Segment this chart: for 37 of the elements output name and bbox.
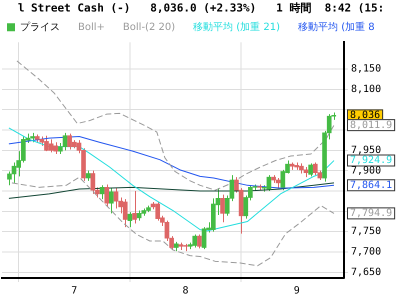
text: 7,924.9 <box>350 155 392 166</box>
chart-title: l Street Cash (-) 8,036.0 (+2.33%) 1 時間 8:42 (15: <box>18 1 384 14</box>
text: 8,011.9 <box>350 120 392 131</box>
candlestick <box>86 170 91 182</box>
candlestick <box>220 194 225 223</box>
candlestick <box>132 190 137 224</box>
y-tick-label: 8,100 <box>351 84 382 95</box>
y-tick-label: 7,700 <box>351 246 382 258</box>
y-tick-label: 7,750 <box>351 226 382 238</box>
x-tick-label: 9 <box>294 286 300 297</box>
candlestick <box>312 162 318 176</box>
y-tick-label: 7,950 <box>351 144 382 156</box>
candlestick <box>53 142 58 154</box>
candlestick <box>197 234 202 249</box>
text: Boll-(2 20) <box>122 22 176 33</box>
candlestick <box>109 188 114 214</box>
candlestick <box>276 177 280 189</box>
y-tick-label: 8,150 <box>351 64 382 75</box>
text: Boll+ <box>78 22 105 33</box>
candlestick <box>104 184 110 208</box>
candlestick <box>192 234 198 248</box>
text: 移動平均 (加重 8 <box>298 20 375 33</box>
text: 移動平均 (加重 21) <box>193 20 280 33</box>
line-series <box>11 176 334 266</box>
candlestick <box>308 162 313 177</box>
text: 7,794.9 <box>350 208 392 219</box>
y-tick-label: 7,900 <box>351 165 382 176</box>
legend-label: プライス <box>20 20 60 33</box>
candlestick <box>128 212 132 228</box>
y-tick-label: 7,650 <box>351 266 382 278</box>
candlestick <box>174 241 179 252</box>
annotation: 8,036 <box>350 110 380 121</box>
x-tick-label: 7 <box>71 286 78 297</box>
x-tick-label: 8 <box>182 286 189 297</box>
text: 7,864.1 <box>350 180 392 191</box>
candlestick <box>100 184 104 200</box>
candlestick <box>122 198 128 228</box>
